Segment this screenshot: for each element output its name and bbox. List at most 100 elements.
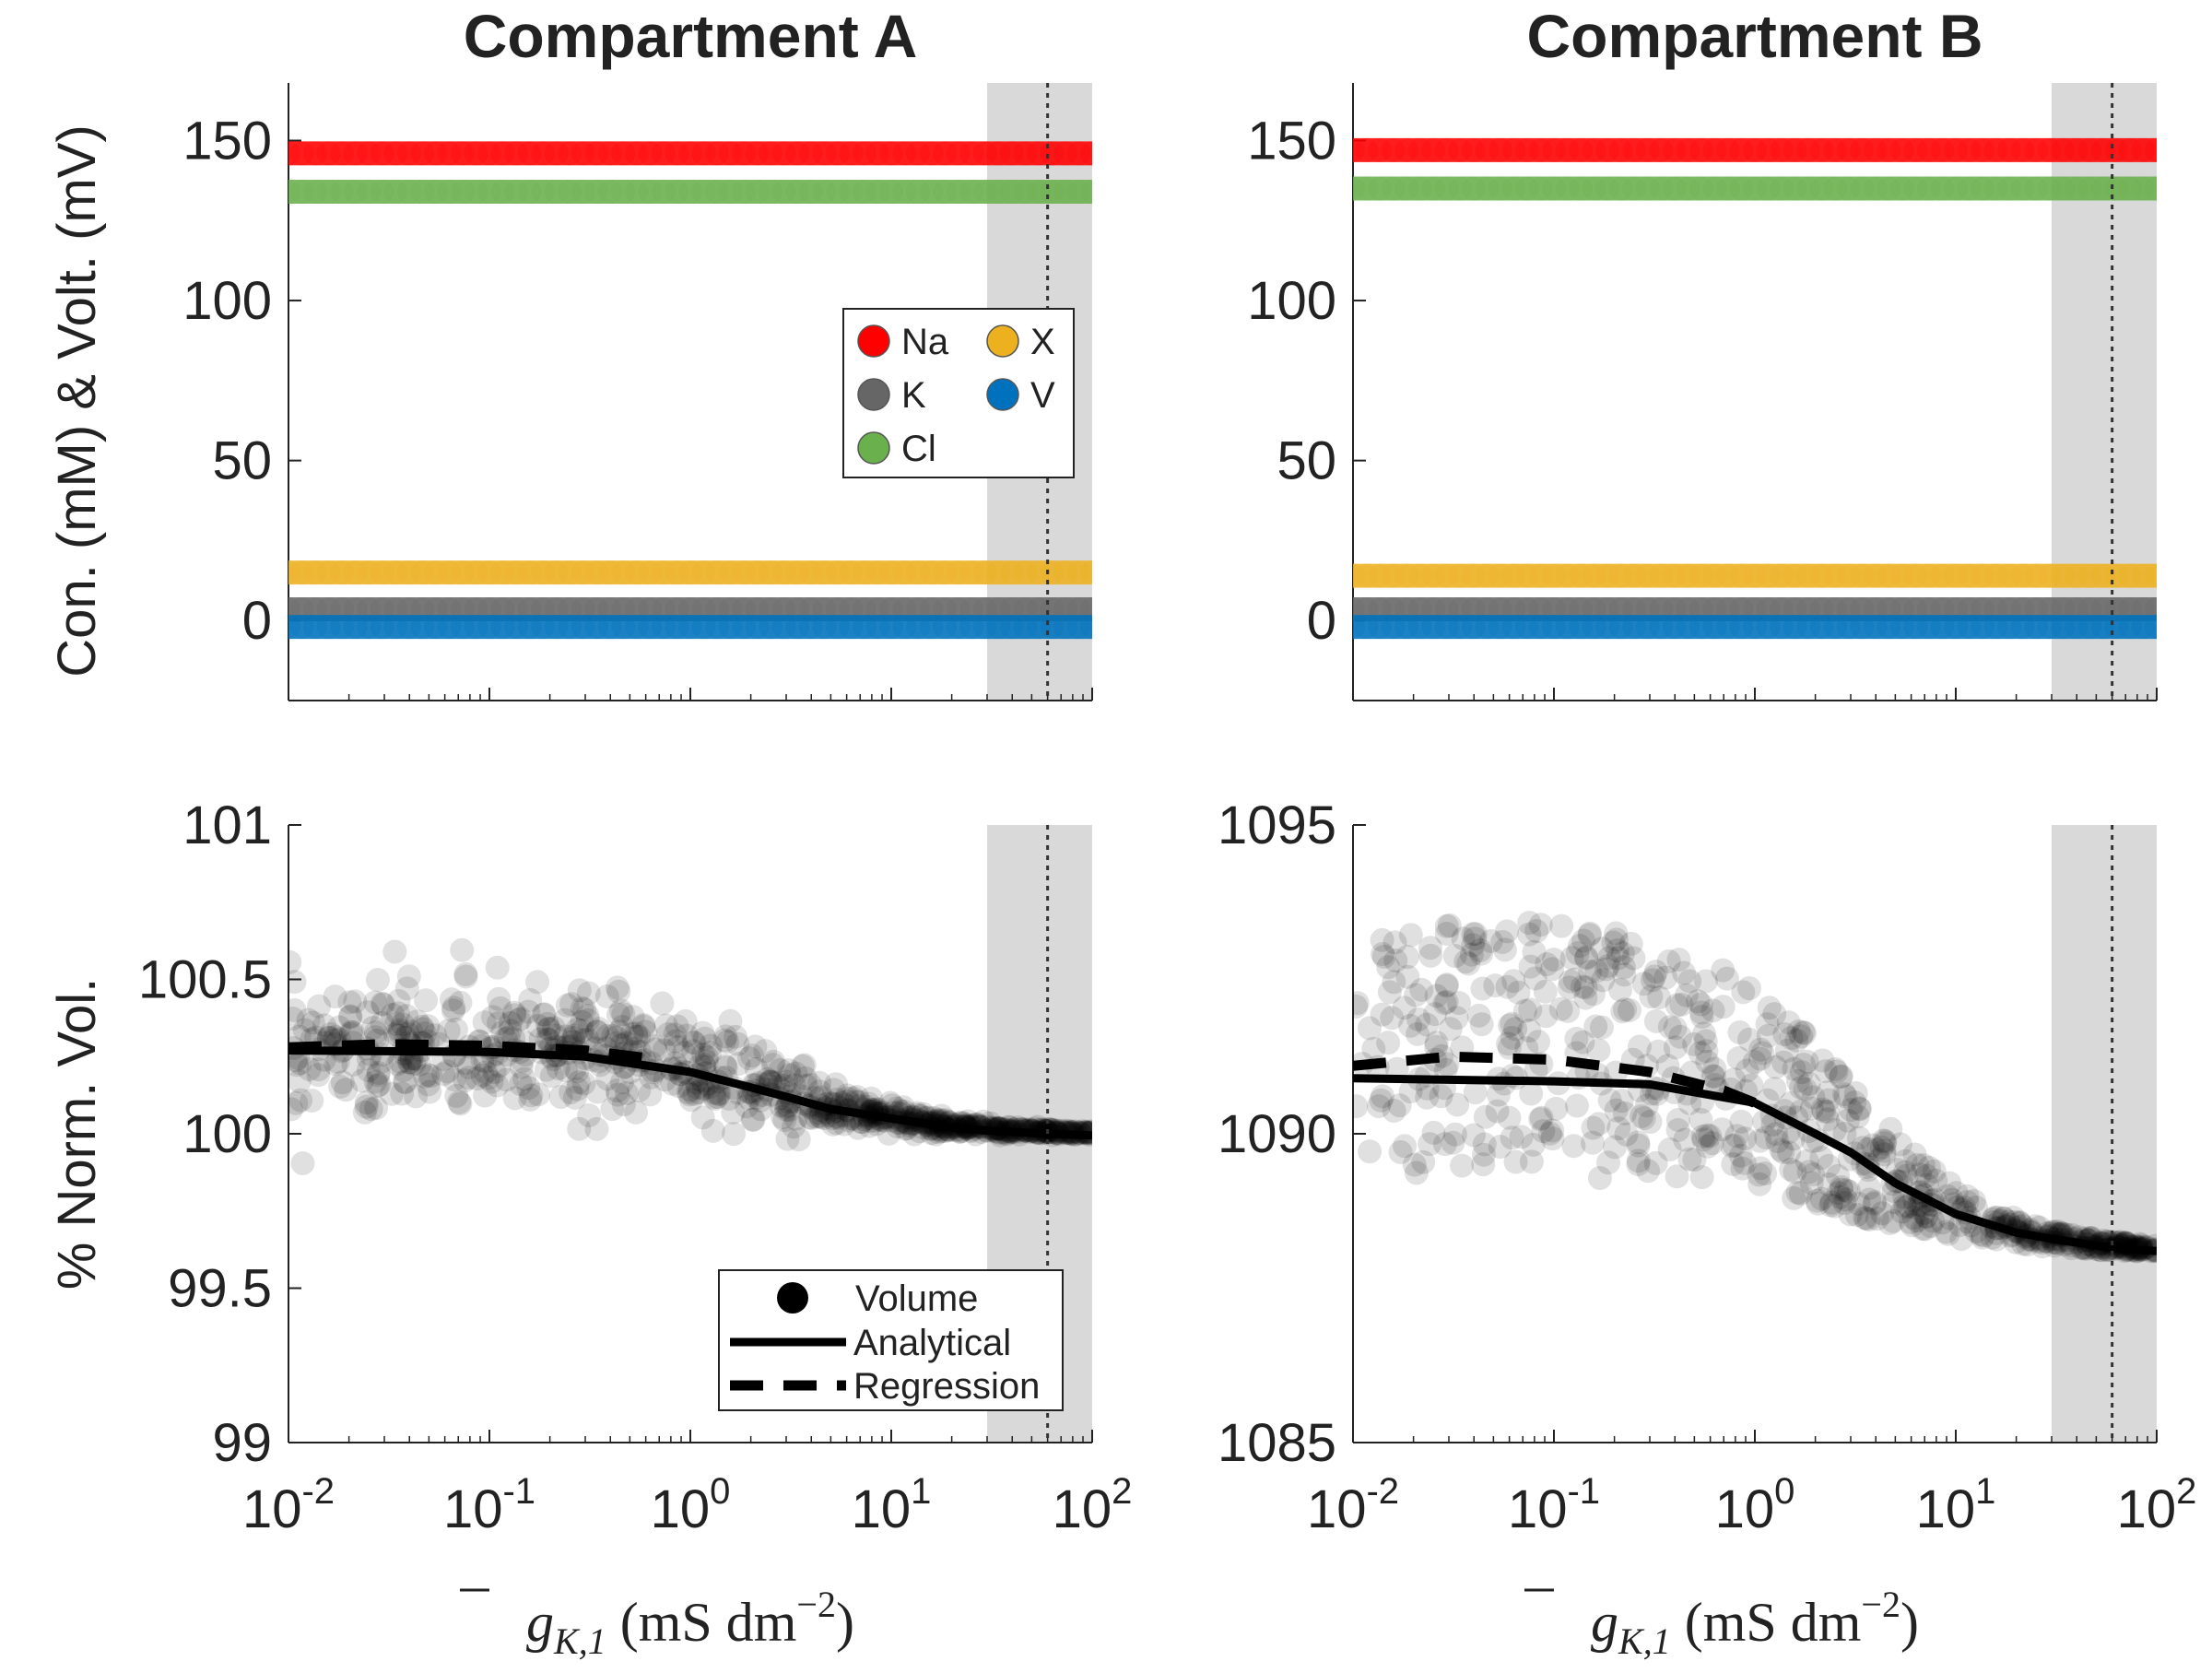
series-point-X (1040, 560, 1065, 585)
series-point-Na (1756, 137, 1781, 162)
scatter-point (859, 1086, 884, 1111)
scatter-point (1541, 948, 1566, 972)
series-point-X (1662, 563, 1687, 588)
scatter-point (1528, 913, 1553, 937)
scatter-point (824, 1072, 849, 1097)
series-point-X (1770, 563, 1794, 588)
scatter-point (1892, 1160, 1917, 1184)
scatter-point (1822, 1118, 1847, 1143)
series-point-X (1635, 563, 1660, 588)
scatter-point (1805, 1188, 1830, 1213)
scatter-point (1533, 979, 1558, 1004)
scatter-point (1604, 921, 1629, 946)
scatter-point (1366, 1094, 1391, 1119)
series-point-Na (1850, 137, 1875, 162)
series-point-V (303, 615, 328, 640)
scatter-point (367, 1072, 392, 1097)
scatter-point (1387, 1093, 1412, 1118)
scatter-point (1786, 1019, 1811, 1044)
scatter-point (834, 1086, 859, 1111)
scatter-point (1357, 1016, 1382, 1041)
series-point-X (517, 560, 542, 585)
series-point-Cl (1053, 180, 1077, 205)
scatter-point (1478, 929, 1503, 954)
series-point-V (879, 615, 903, 640)
series-point-Cl (1353, 176, 1365, 201)
scatter-point (370, 991, 394, 1016)
series-point-X (450, 560, 475, 585)
series-point-Cl (1729, 176, 1754, 201)
series-point-Cl (464, 180, 488, 205)
scatter-point (355, 1000, 380, 1025)
scatter-point (1500, 1011, 1524, 1036)
series-point-Na (812, 141, 837, 166)
scatter-point (677, 1082, 702, 1107)
series-point-Na (1676, 137, 1700, 162)
scatter-point (1838, 1202, 1863, 1227)
series-point-X (812, 560, 837, 585)
series-point-Na (558, 141, 582, 166)
y-tick-label: 100 (182, 271, 272, 331)
scatter-point (584, 1116, 609, 1141)
series-point-Na (1407, 137, 1432, 162)
scatter-point (1722, 1067, 1747, 1092)
series-point-Cl (825, 180, 850, 205)
series-point-X (1608, 563, 1633, 588)
scatter-point (1561, 1134, 1586, 1159)
series-point-V (892, 615, 917, 640)
series-point-V (343, 615, 368, 640)
x-tick-base: 10 (852, 1479, 912, 1539)
scatter-point (1472, 1132, 1497, 1157)
scatter-point (1817, 1153, 1841, 1178)
scatter-point (1463, 922, 1488, 947)
scatter-point (1398, 923, 1423, 948)
scatter-point (1402, 1152, 1427, 1177)
series-point-Cl (1916, 176, 1941, 201)
scatter-point (536, 1028, 561, 1053)
scatter-point (1694, 1039, 1719, 1064)
scatter-point (453, 1051, 478, 1076)
series-point-X (732, 560, 757, 585)
series-point-Na (839, 141, 864, 166)
scatter-point (1636, 1159, 1661, 1184)
scatter-point (672, 1041, 697, 1066)
series-point-Na (597, 141, 622, 166)
series-point-Cl (2104, 176, 2129, 201)
scatter-point (1471, 1152, 1496, 1177)
series-point-V (437, 615, 462, 640)
series-point-V (450, 615, 475, 640)
scatter-point (1535, 952, 1559, 977)
scatter-point (1518, 954, 1543, 979)
series-point-Cl (504, 180, 529, 205)
scatter-point (1777, 1140, 1802, 1165)
series-point-Na (1702, 137, 1727, 162)
scatter-point (1353, 991, 1370, 1016)
scatter-point (1822, 1194, 1847, 1219)
scatter-point (1691, 1127, 1716, 1152)
series-point-Na (1783, 137, 1807, 162)
scatter-point (1689, 1005, 1714, 1030)
scatter-point (606, 1082, 630, 1107)
scatter-point (1903, 1196, 1928, 1220)
series-point-Na (396, 141, 421, 166)
series-point-Cl (611, 180, 636, 205)
y-tick-label: 101 (182, 795, 272, 855)
scatter-point (1665, 1107, 1690, 1132)
series-point-Na (2010, 137, 2035, 162)
series-point-X (1836, 563, 1861, 588)
series-point-Na (1997, 137, 2022, 162)
scatter-point (772, 1108, 797, 1133)
scatter-point (835, 1083, 860, 1108)
scatter-point (1700, 1131, 1724, 1156)
series-point-X (771, 560, 796, 585)
scatter-point (1432, 991, 1457, 1016)
scatter-point (393, 1069, 418, 1094)
scatter-point (1810, 1048, 1835, 1073)
series-point-V (558, 615, 582, 640)
x-axis-label-close: ) (1900, 1592, 1919, 1653)
scatter-point (548, 1084, 573, 1109)
scatter-point (663, 1022, 688, 1047)
series-point-Cl (1971, 176, 1995, 201)
scatter-point (790, 1054, 815, 1078)
scatter-point (501, 1000, 526, 1025)
